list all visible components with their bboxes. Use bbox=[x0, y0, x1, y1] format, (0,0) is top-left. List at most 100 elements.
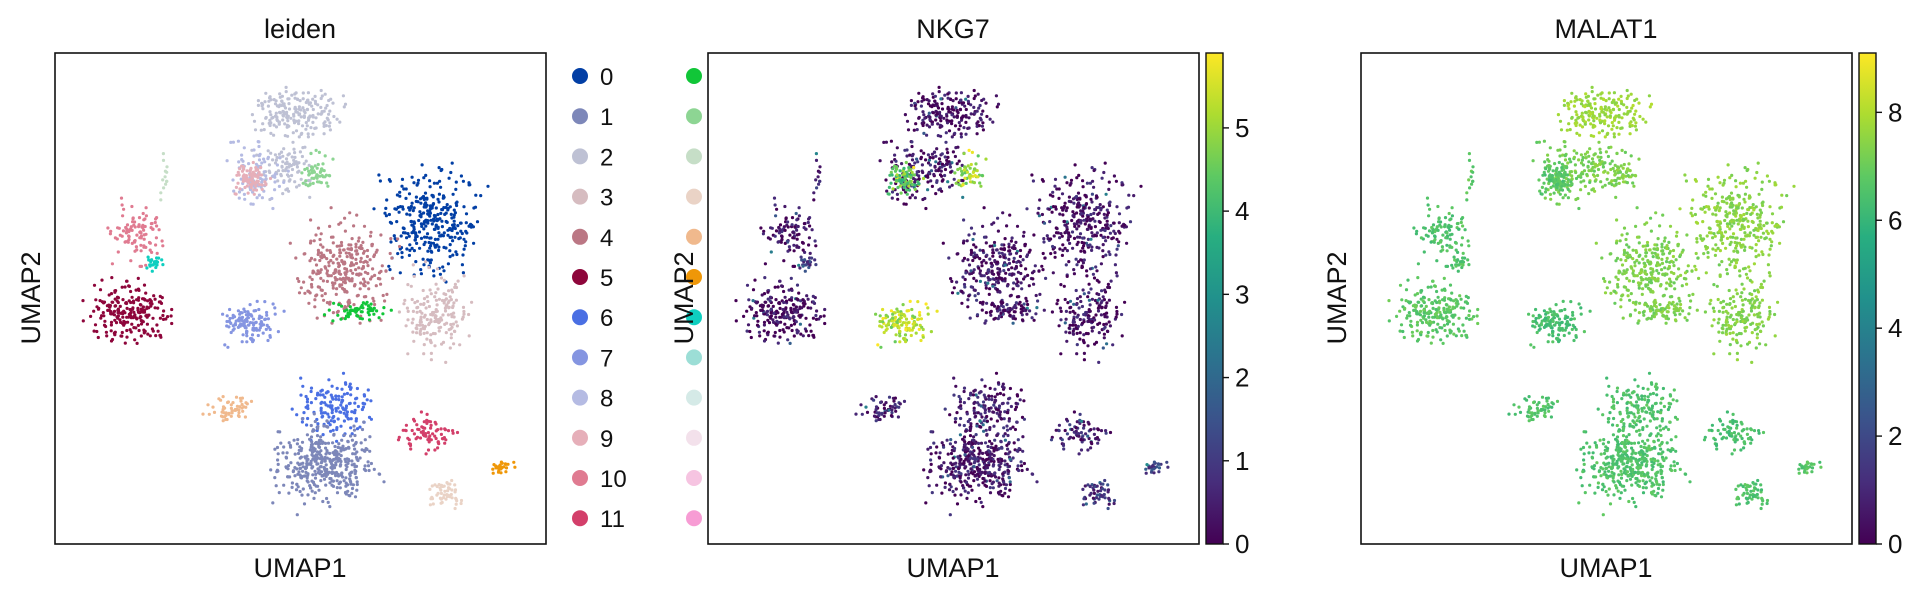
cell-point bbox=[1111, 236, 1115, 240]
legend-marker bbox=[572, 309, 588, 326]
cell-point bbox=[319, 181, 323, 185]
cell-point bbox=[1010, 266, 1014, 270]
legend-label: 6 bbox=[600, 305, 613, 332]
cell-point bbox=[921, 118, 925, 122]
cell-point bbox=[1079, 209, 1083, 213]
cell-point bbox=[325, 279, 329, 283]
cell-point bbox=[779, 320, 783, 324]
cell-point bbox=[1059, 352, 1063, 356]
cell-point bbox=[95, 329, 99, 334]
cell-point bbox=[755, 323, 760, 327]
cell-point bbox=[318, 237, 322, 242]
cell-point bbox=[1021, 435, 1025, 439]
cell-point bbox=[302, 114, 306, 118]
cell-point bbox=[946, 96, 950, 100]
cell-point bbox=[978, 419, 982, 423]
cell-point bbox=[219, 414, 224, 418]
cell-point bbox=[313, 305, 317, 309]
cell-point bbox=[776, 320, 780, 324]
cell-point bbox=[1107, 298, 1111, 302]
cell-point bbox=[346, 439, 350, 443]
cell-point bbox=[783, 241, 787, 245]
cell-point bbox=[306, 135, 310, 139]
cell-point bbox=[373, 302, 377, 307]
cell-point bbox=[1108, 252, 1112, 257]
cell-point bbox=[982, 405, 986, 409]
cell-point bbox=[451, 431, 455, 435]
cell-point bbox=[1080, 212, 1084, 216]
cell-point bbox=[1019, 281, 1023, 285]
cell-point bbox=[929, 430, 933, 434]
cell-point bbox=[436, 226, 440, 230]
cell-point bbox=[273, 102, 278, 106]
cell-point bbox=[967, 294, 971, 298]
cell-point bbox=[513, 465, 517, 469]
cell-point bbox=[276, 330, 280, 334]
cell-point bbox=[1041, 268, 1045, 272]
cell-point bbox=[316, 426, 320, 431]
cell-point bbox=[234, 192, 238, 196]
cell-point bbox=[444, 304, 448, 308]
cell-point bbox=[1064, 330, 1068, 334]
cell-point bbox=[896, 197, 900, 201]
cell-point bbox=[512, 460, 516, 464]
cell-point bbox=[808, 263, 812, 267]
cell-point bbox=[903, 176, 908, 180]
cell-point bbox=[363, 464, 367, 468]
cell-point bbox=[974, 162, 978, 166]
cell-point bbox=[415, 299, 420, 303]
cell-point bbox=[337, 398, 341, 402]
cell-point bbox=[338, 486, 342, 490]
cell-point bbox=[934, 118, 938, 122]
cell-point bbox=[263, 100, 267, 104]
cell-point bbox=[786, 338, 790, 342]
cell-point bbox=[811, 333, 816, 338]
cell-point bbox=[343, 278, 347, 282]
cell-point bbox=[790, 288, 794, 292]
cell-point bbox=[290, 173, 294, 178]
cell-point bbox=[394, 207, 398, 211]
cell-point bbox=[333, 270, 337, 275]
cell-point bbox=[146, 255, 150, 259]
cell-point bbox=[1023, 244, 1027, 248]
cell-point bbox=[292, 147, 296, 151]
cell-point bbox=[915, 128, 919, 132]
cell-point bbox=[369, 230, 373, 234]
cell-point bbox=[910, 158, 915, 162]
cell-point bbox=[996, 102, 1001, 106]
cell-point bbox=[118, 318, 122, 322]
cell-point bbox=[811, 294, 815, 298]
cell-point bbox=[962, 168, 967, 172]
cell-point bbox=[312, 239, 316, 243]
cell-point bbox=[389, 237, 393, 241]
cell-point bbox=[281, 154, 285, 158]
cell-point bbox=[914, 331, 918, 335]
cell-point bbox=[308, 259, 312, 263]
cell-point bbox=[941, 178, 945, 182]
cell-point bbox=[151, 329, 155, 333]
cell-point bbox=[439, 432, 443, 436]
cell-point bbox=[1082, 351, 1086, 355]
cell-point bbox=[962, 126, 966, 130]
cell-point bbox=[311, 429, 315, 433]
cell-point bbox=[448, 295, 452, 299]
cell-point bbox=[948, 482, 952, 486]
cell-point bbox=[102, 323, 107, 327]
cell-point bbox=[1093, 225, 1097, 229]
cell-point bbox=[354, 419, 358, 423]
cell-point bbox=[319, 438, 323, 443]
cell-point bbox=[1082, 244, 1086, 248]
cell-point bbox=[876, 343, 880, 347]
cell-point bbox=[1019, 271, 1023, 276]
cell-point bbox=[280, 94, 284, 98]
cell-point bbox=[404, 196, 408, 200]
cell-point bbox=[320, 174, 324, 178]
cell-point bbox=[1025, 207, 1029, 211]
cell-point bbox=[907, 166, 911, 170]
cell-point bbox=[439, 427, 443, 431]
cell-point bbox=[442, 301, 446, 305]
cell-point bbox=[332, 414, 336, 419]
cell-point bbox=[927, 158, 932, 162]
cell-point bbox=[919, 104, 924, 108]
cell-point bbox=[411, 229, 416, 233]
